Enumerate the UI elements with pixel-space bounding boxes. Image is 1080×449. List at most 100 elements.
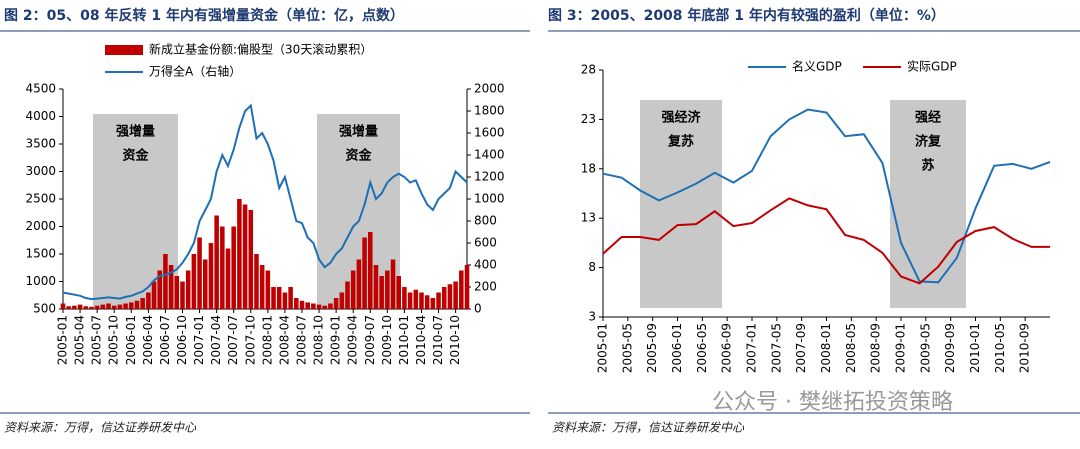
bar — [271, 287, 276, 309]
bar — [111, 305, 117, 309]
line — [602, 197, 1050, 285]
bar — [163, 254, 168, 309]
legend-swatch — [105, 45, 143, 55]
y-tick-label: 1000 — [25, 274, 56, 288]
y-tick-label: 4000 — [25, 109, 56, 123]
annotation: 资金 — [122, 148, 149, 164]
y2-tick-label: 200 — [474, 280, 497, 294]
bar — [441, 287, 447, 309]
bar — [60, 303, 66, 309]
y2-tick-label: 400 — [474, 258, 497, 272]
bar — [94, 305, 100, 309]
bar — [453, 281, 458, 309]
annotation: 济复 — [915, 134, 942, 150]
y2-tick-label: 1600 — [474, 126, 505, 140]
bar — [282, 292, 288, 309]
bar — [373, 265, 379, 309]
bar — [72, 305, 77, 309]
x-tick-label: 2007-04 — [209, 315, 223, 365]
x-tick-label: 2006-05 — [695, 323, 709, 373]
bar — [356, 259, 362, 309]
bar — [191, 254, 197, 309]
bar — [146, 292, 151, 309]
bar — [430, 298, 436, 309]
x-tick-label: 2005-07 — [90, 315, 104, 365]
bar — [140, 298, 145, 309]
bar — [413, 289, 419, 309]
bar — [345, 281, 350, 309]
bar — [294, 298, 299, 309]
shaded-period — [890, 100, 966, 308]
x-tick-label: 2008-04 — [277, 315, 291, 365]
bar — [106, 303, 111, 309]
x-tick-label: 2010-09 — [1018, 323, 1032, 373]
chart-title: 图 2：05、08 年反转 1 年内有强增量资金（单位：亿，点数） — [4, 7, 404, 24]
bar — [254, 254, 259, 309]
bar — [225, 248, 231, 309]
bar — [407, 292, 413, 309]
x-tick-label: 2006-01 — [670, 323, 684, 373]
x-tick-label: 2007-09 — [794, 323, 808, 373]
bar — [459, 270, 464, 309]
x-tick-label: 2006-04 — [141, 315, 155, 365]
x-tick-label: 2006-10 — [175, 315, 189, 365]
shaded-period — [640, 100, 722, 308]
x-tick-label: 2009-01 — [894, 323, 908, 373]
bar — [180, 281, 185, 309]
bar — [316, 304, 322, 309]
x-tick-label: 2006-07 — [158, 315, 172, 365]
y2-tick-label: 600 — [474, 236, 497, 250]
y2-tick-label: 2000 — [474, 82, 505, 96]
x-tick-label: 2010-07 — [431, 315, 445, 365]
y-tick-label: 4500 — [25, 82, 56, 96]
bar — [197, 237, 202, 309]
bar — [396, 276, 401, 309]
bar — [367, 232, 373, 309]
bar — [185, 270, 191, 309]
x-tick-label: 2009-01 — [329, 315, 343, 365]
y-tick-label: 23 — [581, 112, 596, 126]
bar — [237, 199, 242, 309]
bar — [220, 226, 225, 309]
y-tick-label: 18 — [581, 161, 596, 175]
x-tick-label: 2010-01 — [397, 315, 411, 365]
x-tick-label: 2007-07 — [226, 315, 240, 365]
y-tick-label: 3500 — [25, 137, 56, 151]
line — [602, 108, 1051, 284]
x-tick-label: 2008-01 — [819, 323, 833, 373]
y-tick-label: 500 — [33, 302, 56, 316]
legend-label: 万得全A（右轴） — [149, 64, 241, 79]
y-tick-label: 3000 — [25, 164, 56, 178]
bar — [123, 303, 128, 309]
bar — [100, 304, 106, 309]
bar — [305, 302, 310, 309]
y2-tick-label: 800 — [474, 214, 497, 228]
legend-label: 实际GDP — [907, 59, 957, 74]
chart-title: 图 3：2005、2008 年底部 1 年内有较强的盈利（单位：%） — [548, 7, 945, 24]
bar — [276, 287, 282, 309]
annotation: 强增量 — [339, 124, 378, 140]
bar — [419, 292, 424, 309]
annotation: 资金 — [345, 148, 372, 164]
annotation: 强增量 — [116, 124, 155, 140]
bar — [447, 284, 453, 309]
bar — [265, 270, 271, 309]
x-tick-label: 2006-01 — [124, 315, 138, 365]
x-tick-label: 2007-05 — [769, 323, 783, 373]
x-tick-label: 2006-09 — [720, 323, 734, 373]
legend-label: 新成立基金份额:偏股型（30天滚动累积） — [149, 42, 372, 57]
bar — [89, 306, 94, 309]
x-tick-label: 2008-07 — [294, 315, 308, 365]
bar — [117, 304, 123, 309]
y2-tick-label: 1400 — [474, 148, 505, 162]
x-tick-label: 2005-05 — [620, 323, 634, 373]
x-tick-label: 2008-09 — [869, 323, 883, 373]
annotation: 苏 — [921, 158, 934, 174]
bar — [259, 265, 265, 309]
y-tick-label: 13 — [581, 211, 596, 225]
bar — [464, 265, 470, 309]
x-tick-label: 2007-01 — [745, 323, 759, 373]
bar — [168, 265, 174, 309]
bar — [402, 287, 407, 309]
